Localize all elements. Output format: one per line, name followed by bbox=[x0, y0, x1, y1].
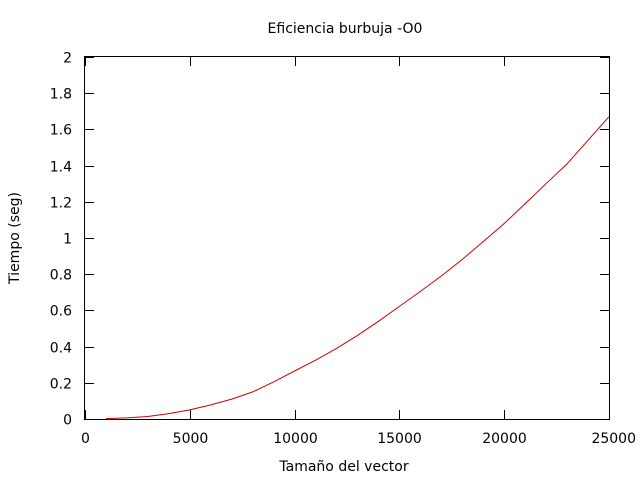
x-tick-label: 15000 bbox=[377, 431, 422, 447]
x-tick-label: 0 bbox=[81, 431, 90, 447]
y-axis-label: Tiempo (seg) bbox=[7, 192, 23, 285]
x-tick-label: 10000 bbox=[273, 431, 318, 447]
y-tick-label: 1 bbox=[63, 232, 72, 248]
y-tick-label: 0.2 bbox=[50, 377, 72, 393]
x-tick-label: 5000 bbox=[173, 431, 209, 447]
y-tick-label: 2 bbox=[63, 51, 72, 67]
x-axis-label: Tamaño del vector bbox=[278, 459, 408, 475]
y-tick-label: 0.8 bbox=[50, 268, 72, 284]
series-line bbox=[105, 116, 610, 420]
y-tick-label: 1.8 bbox=[50, 87, 72, 103]
x-axis: 0 5000 10000 15000 20000 25000 bbox=[81, 57, 636, 447]
chart-title: Eficiencia burbuja -O0 bbox=[268, 21, 423, 37]
series-layer bbox=[105, 116, 610, 420]
plot-frame bbox=[84, 56, 610, 420]
y-axis: 0 0.2 0.4 0.6 0.8 1 1.2 1.4 1.6 1.8 2 bbox=[50, 51, 609, 429]
x-tick-label: 20000 bbox=[482, 431, 527, 447]
y-tick-label: 0 bbox=[63, 413, 72, 429]
y-tick-label: 1.2 bbox=[50, 196, 72, 212]
y-tick-label: 1.6 bbox=[50, 123, 72, 139]
y-tick-label: 0.6 bbox=[50, 304, 72, 320]
x-tick-label: 25000 bbox=[591, 431, 636, 447]
y-tick-label: 0.4 bbox=[50, 341, 72, 357]
y-tick-label: 1.4 bbox=[50, 160, 72, 176]
